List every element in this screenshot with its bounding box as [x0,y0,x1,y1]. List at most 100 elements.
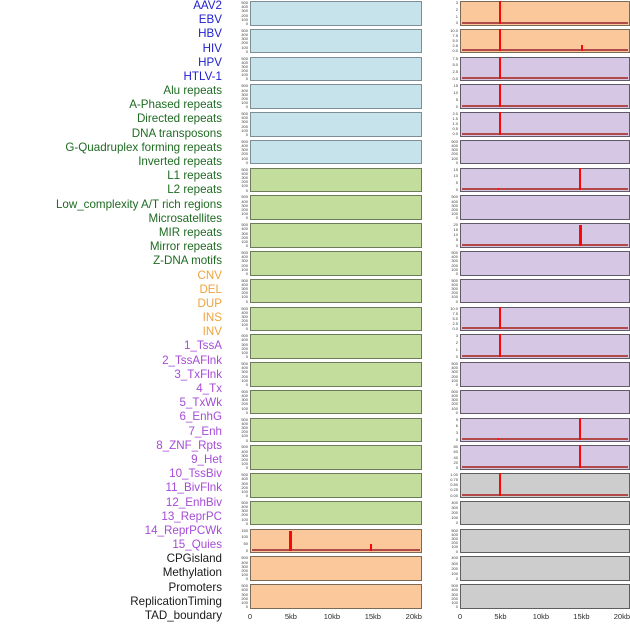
y-tick-label: 100 [241,211,248,217]
y-tick-label: 300 [451,591,458,597]
y-tick-label: 0.50 [450,482,458,488]
row-label-l2-repeats: L2 repeats [167,183,222,197]
track-row[interactable] [250,389,422,415]
row-label-mir-repeats: MIR repeats [158,225,222,239]
track-row[interactable] [250,584,422,609]
track-row[interactable] [460,556,630,582]
y-tick-label: 0 [455,215,458,221]
y-tick-label: 200 [241,595,248,601]
x-tick-label: 20kb [405,612,422,621]
y-tick-label: 0 [455,436,458,442]
track-row[interactable] [250,500,422,526]
y-tick-label: 1.5 [452,116,458,122]
track-row[interactable] [460,417,630,443]
baseline [462,465,628,468]
y-tick-label: 400 [241,31,248,37]
track-row[interactable] [460,473,630,498]
data-bar [369,543,372,552]
y-tick-label: 500 [241,83,248,89]
row-label-microsatellites: Microsatellites [148,211,222,225]
track-row[interactable] [250,556,422,582]
y-tick-label: 15 [453,227,458,233]
track-row[interactable] [460,28,630,54]
track-row[interactable] [460,139,630,165]
track-row[interactable] [250,28,422,54]
track-row[interactable] [460,528,630,554]
y-tick-label: 500 [451,249,458,255]
track-row[interactable] [460,1,630,26]
row-label-4-tx: 4_Tx [196,382,222,396]
y-axis-ticks: 500 400 300 200 100 0 [224,0,248,25]
y-tick-label: 500 [451,388,458,394]
y-tick-label: 200 [451,262,458,268]
data-bar [498,334,502,357]
track-row[interactable] [250,1,422,26]
y-tick-label: 0 [455,186,458,192]
track-row[interactable] [460,334,630,359]
track-row[interactable] [460,584,630,609]
y-tick-label: 400 [241,559,248,565]
y-axis-ticks: 500 400 300 200 100 0 [434,528,458,553]
track-row[interactable] [250,473,422,498]
track-row[interactable] [250,306,422,332]
y-tick-label: 500 [241,333,248,339]
track-row[interactable] [460,112,630,137]
y-tick-label: 0 [245,520,248,526]
track-row[interactable] [250,528,422,554]
y-tick-label: 3 [455,430,458,436]
y-tick-label: 400 [241,587,248,593]
y-tick-label: 0 [455,464,458,470]
track-row[interactable] [250,56,422,82]
y-tick-label: 1.00 [450,472,458,478]
track-row[interactable] [250,417,422,443]
y-tick-label: 300 [241,258,248,264]
track-row[interactable] [460,56,630,82]
y-axis-ticks: 500 400 300 200 100 0 [224,111,248,136]
y-tick-label: 300 [451,397,458,403]
y-tick-label: 200 [451,565,458,571]
track-row[interactable] [250,250,422,276]
track-row[interactable] [250,84,422,109]
track-row[interactable] [460,195,630,220]
y-tick-label: 10 [453,232,458,238]
row-label-15-quies: 15_Quies [172,538,222,552]
track-row[interactable] [460,362,630,387]
track-row[interactable] [250,167,422,193]
row-label-column: AAV2 EBV HBV HIV HPV HTLV-1 Alu repeats A-Phase… [0,0,222,630]
row-label-aav2: AAV2 [193,0,222,12]
track-row[interactable] [250,362,422,387]
track-row[interactable] [460,389,630,415]
y-axis-ticks: 15 10 5 0 [434,167,458,193]
data-bar [498,84,502,107]
track-row[interactable] [250,112,422,137]
track-row[interactable] [250,445,422,470]
y-tick-label: 400 [451,281,458,287]
y-tick-label: 100 [451,377,458,383]
y-tick-label: 300 [451,505,458,510]
y-tick-label: 200 [241,151,248,157]
track-row[interactable] [460,167,630,193]
y-tick-label: 200 [241,234,248,240]
y-tick-label: 5 [455,180,458,186]
row-label-del: DEL [199,282,222,296]
track-row[interactable] [460,223,630,248]
track-row[interactable] [460,306,630,332]
y-axis-ticks: 500 400 300 200 100 0 [224,56,248,81]
track-row[interactable] [250,334,422,359]
row-label-promoters: Promoters [168,580,222,594]
track-row[interactable] [460,84,630,109]
track-row[interactable] [250,195,422,220]
row-label-13-reprpc: 13_ReprPC [161,509,222,523]
data-bar [578,417,582,441]
track-row[interactable] [250,223,422,248]
track-row[interactable] [250,139,422,165]
track-row[interactable] [460,278,630,304]
y-tick-label: 2 [455,6,458,12]
track-row[interactable] [460,445,630,470]
y-tick-label: 0 [245,604,248,610]
y-tick-label: 60 [453,449,458,455]
track-row[interactable] [460,250,630,276]
track-row[interactable] [250,278,422,304]
track-row[interactable] [460,500,630,526]
